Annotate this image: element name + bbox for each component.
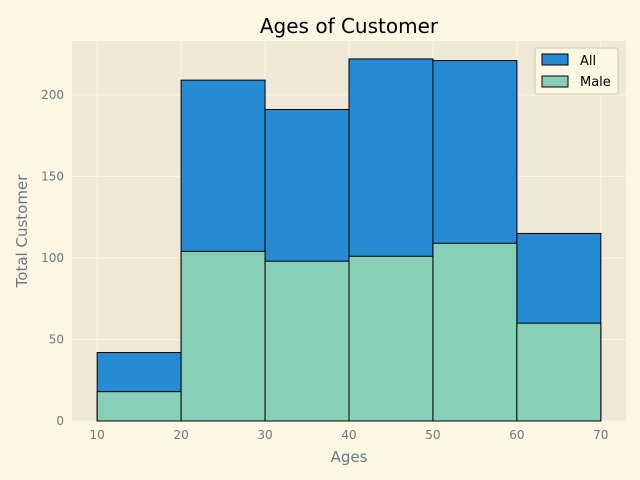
x-tick-label: 60 [509,428,524,442]
bar-male-2 [264,260,350,422]
y-tick-label: 150 [41,169,64,183]
x-tick-label: 70 [593,428,608,442]
legend-label-male: Male [580,75,611,90]
y-tick-label: 0 [56,414,64,428]
legend: All Male [534,47,619,95]
x-axis-label: Ages [331,448,368,466]
ticks: 10 20 30 40 50 60 70 0 50 100 150 200 [41,88,608,442]
bar-male-5 [516,322,602,422]
x-tick-label: 40 [341,428,356,442]
y-axis-label: Total Customer [13,174,31,288]
legend-swatch-male [541,75,569,88]
bar-male-1 [180,250,266,422]
bar-male-0 [96,391,182,422]
x-tick-label: 50 [425,428,440,442]
y-tick-label: 200 [41,88,64,102]
bars [96,58,602,422]
chart-title: Ages of Customer [260,14,439,38]
y-tick-label: 50 [49,332,64,346]
legend-swatch-all [541,53,569,66]
bar-male-3 [348,255,434,422]
bar-male-4 [432,242,518,422]
x-tick-label: 10 [90,428,105,442]
y-tick-label: 100 [41,251,64,265]
x-tick-label: 30 [257,428,272,442]
legend-label-all: All [580,54,596,69]
x-tick-label: 20 [173,428,188,442]
